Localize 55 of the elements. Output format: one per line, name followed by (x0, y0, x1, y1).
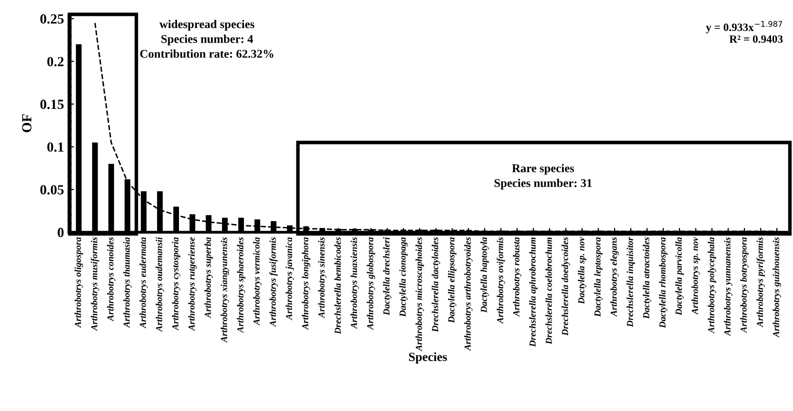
x-tick-label: Dactylella sp. nov (578, 236, 586, 304)
x-tick-label: Dactylella atractoides (642, 237, 652, 319)
x-tick-label: Arthrobotrys robusta (512, 237, 522, 317)
x-tick-label: Dactylella ellipsospora (448, 237, 456, 323)
x-tick-label: Dactylella parvicolla (675, 237, 684, 316)
x-tick-label: Arthrobotrys globospora (366, 237, 376, 330)
x-tick-label: Arthrobotrys oligospora (74, 237, 83, 328)
x-tick-label: Arthrobotrys rutgeriense (188, 237, 197, 332)
x-tick-label: Arthrobotrys huaxiensis (350, 237, 359, 329)
x-tick-label: Arthrobotrys oudemansii (156, 237, 164, 332)
x-tick-label: Arthrobotrys microscaphoides (416, 237, 424, 352)
x-tick-label: Drechslerella dactyloides (432, 237, 440, 332)
x-tick-label: Arthrobotrys superba (204, 237, 213, 318)
x-tick-label: Arthrobotrys fusiformis (269, 237, 278, 327)
x-tick-label: Arthrobotrys javanica (286, 237, 294, 320)
x-tick-label: Arthrobotrys elegans (610, 237, 619, 317)
x-tick-label: Arthrobotrys conoides (107, 237, 116, 322)
x-tick-label: Arthrobotrys cystosporia (172, 237, 180, 331)
x-tick-label: Arthrobotrys sp. nov (692, 237, 700, 315)
x-tick-label: Drechslerella aphrobrochum (529, 238, 538, 347)
x-axis-title: Species (409, 352, 447, 364)
y-axis-title: OF (22, 114, 32, 132)
y-tick-label: 0.15 (40, 100, 64, 110)
x-tick-label: Drechslerella doedycoides (562, 237, 570, 336)
x-tick-label: Arthrobotrys botryospora (740, 237, 749, 334)
y-tick-label: 0.05 (40, 185, 64, 195)
x-tick-label: Arthrobotrys musiformis (90, 237, 100, 332)
y-tick-label: 0.25 (40, 14, 64, 24)
annotation: widespread species Species number: 4 Contribution rate: 62.32% (140, 20, 274, 58)
x-tick-label: Dactylella leptospora (594, 237, 602, 317)
x-tick-label: Arthrobotrys polycephala (708, 237, 716, 334)
x-tick-label: Arthrobotrys sinensis (318, 237, 326, 318)
y-tick-label: 0 (58, 228, 64, 238)
x-tick-label: Arthrobotrys yunnanensis (724, 237, 732, 336)
x-tick-label: Arthrobotrys eudermata (140, 237, 148, 328)
x-tick-label: Arthrobotrys arthrobotryoides (464, 237, 473, 351)
x-tick-label: Arthrobotrys vermicola (253, 237, 262, 326)
x-tick-label: Dactylella drechsleri (383, 237, 392, 316)
x-tick-label: Arthrobotrys thaumasia (123, 237, 132, 328)
x-tick-label: Dactylella rhombospora (659, 237, 668, 328)
x-tick-label: Drechslerella bembicodes (334, 237, 341, 334)
y-tick-label: 0.2 (47, 56, 64, 66)
x-tick-label: Dactylella cionopaga (399, 237, 408, 317)
annotation: y = 0.933x$^{−1.987}$ R² = 0.9403 (706, 20, 783, 43)
x-tick-label: Dactylella haptotyla (480, 237, 489, 313)
annotation: Rare species Species number: 31 (494, 164, 592, 190)
y-tick-label: 0.1 (47, 142, 64, 152)
x-tick-label: Arthrobotrys longiphora (302, 237, 310, 330)
x-tick-label: Drechslerella inquisitor (626, 237, 635, 328)
x-tick-label: Arthrobotrys guizhouensis (772, 237, 782, 338)
x-tick-label: Drechslerella coelobrochum (545, 238, 552, 344)
x-tick-label: Arthrobotrys oviformis (496, 237, 506, 324)
x-tick-label: Arthrobotrys sphaeroides (236, 237, 246, 334)
x-tick-label: Arthrobotrys xiangyunensis (220, 237, 230, 343)
x-tick-label: Arthrobotrys pyriformis (756, 237, 765, 328)
